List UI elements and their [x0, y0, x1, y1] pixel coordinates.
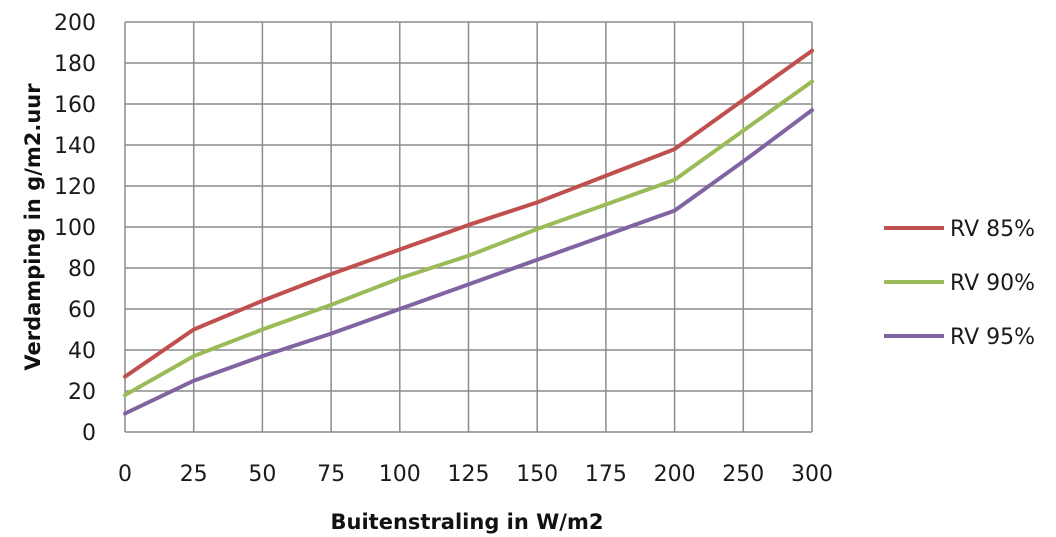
y-tick-label: 100: [54, 216, 96, 241]
y-tick-label: 80: [68, 257, 96, 282]
legend-label: RV 90%: [950, 271, 1035, 296]
y-tick-label: 140: [54, 134, 96, 159]
x-tick-label: 200: [654, 462, 696, 487]
y-tick-label: 200: [54, 11, 96, 36]
series-line-2: [123, 79, 814, 398]
x-tick-label: 125: [448, 462, 490, 487]
x-tick-label: 75: [317, 462, 345, 487]
y-tick-label: 120: [54, 175, 96, 200]
y-tick-label: 0: [82, 421, 96, 446]
legend: RV 85% RV 90% RV 95%: [884, 217, 1035, 350]
x-tick-label: 0: [118, 462, 132, 487]
x-tick-label: 300: [791, 462, 833, 487]
x-tick-label: 25: [180, 462, 208, 487]
series-lines: [123, 48, 814, 416]
series-line-3: [123, 108, 814, 416]
x-tick-label: 150: [516, 462, 558, 487]
y-tick-label: 160: [54, 93, 96, 118]
x-tick-label: 175: [585, 462, 627, 487]
y-tick-label: 40: [68, 339, 96, 364]
y-tick-labels: 0 20 40 60 80 100 120 140 160 180 200: [54, 11, 96, 446]
y-tick-label: 60: [68, 298, 96, 323]
y-tick-label: 180: [54, 52, 96, 77]
x-tick-label: 50: [248, 462, 276, 487]
y-tick-label: 20: [68, 380, 96, 405]
y-axis-title: Verdamping in g/m2.uur: [21, 83, 45, 371]
x-tick-label: 250: [722, 462, 764, 487]
x-tick-labels: 0 25 50 75 100 125 150 175 200 250 300: [118, 462, 833, 487]
legend-label: RV 95%: [950, 325, 1035, 350]
legend-label: RV 85%: [950, 217, 1035, 242]
series-line-1: [123, 48, 814, 379]
x-axis-title: Buitenstraling in W/m2: [331, 510, 604, 534]
x-tick-label: 100: [379, 462, 421, 487]
